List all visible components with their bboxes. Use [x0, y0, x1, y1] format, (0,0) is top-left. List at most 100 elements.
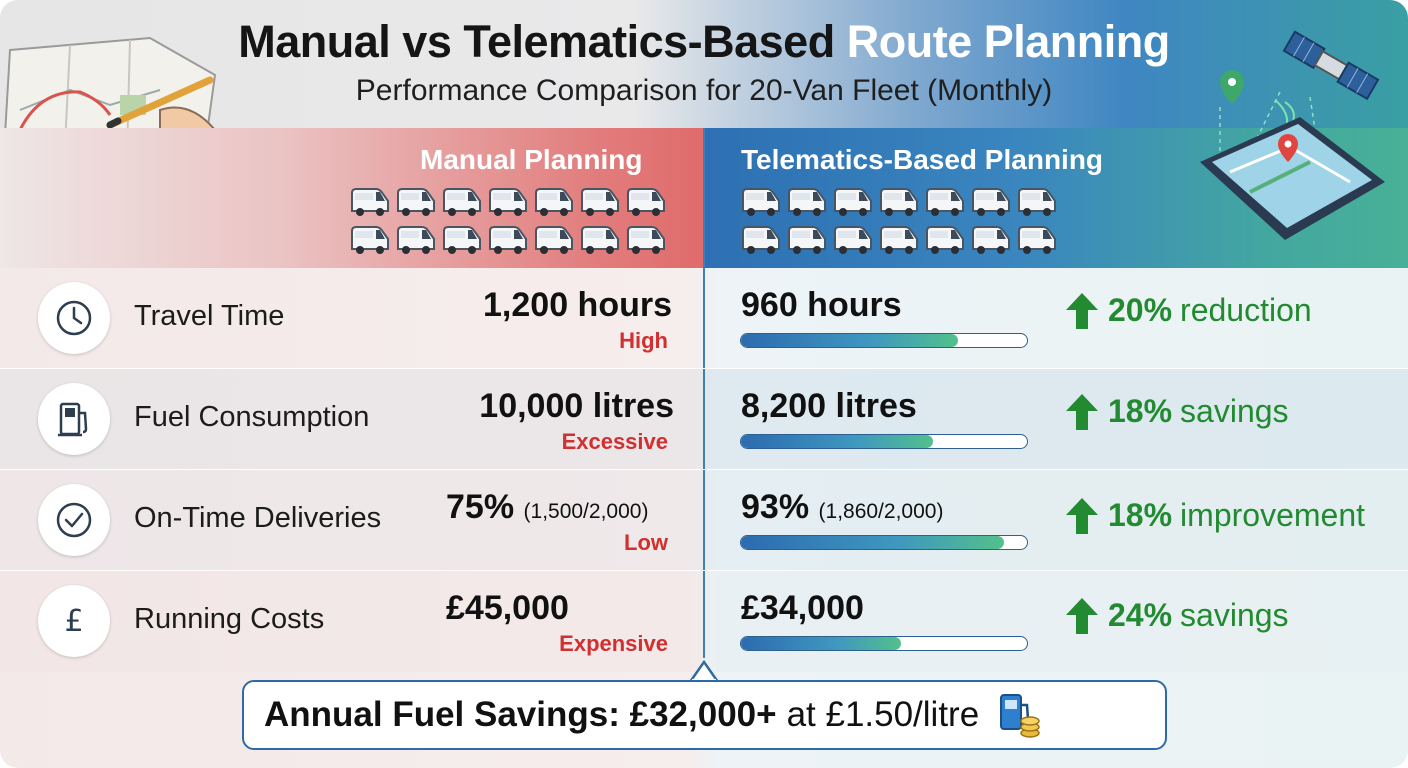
van-icon: [926, 226, 964, 254]
up-arrow-icon: [1066, 497, 1098, 534]
improvement-indicator: 20% reduction: [1066, 292, 1312, 329]
metric-label: Travel Time: [134, 300, 285, 332]
metric-row-travel-time: Travel Time 1,200 hours High 960 hours 2…: [0, 268, 1408, 369]
improvement-percent: 18%: [1108, 393, 1173, 429]
telematics-van-fleet: [740, 185, 1058, 257]
van-icon: [834, 226, 872, 254]
van-icon: [351, 188, 389, 216]
telematics-value-detail: (1,860/2,000): [818, 500, 944, 523]
van-icon: [1018, 226, 1056, 254]
van-icon: [397, 226, 435, 254]
column-divider: [703, 128, 705, 658]
manual-value-text: £45,000: [446, 589, 569, 627]
progress-fill: [741, 637, 902, 650]
page-subtitle: Performance Comparison for 20-Van Fleet …: [355, 74, 1053, 107]
van-icon: [443, 226, 481, 254]
manual-tag: Excessive: [561, 429, 668, 454]
metric-label: On-Time Deliveries: [134, 502, 382, 534]
van-icon: [489, 188, 527, 216]
telematics-value-text: 960 hours: [741, 286, 902, 324]
telematics-value-text: 8,200 litres: [741, 387, 917, 425]
annual-savings-banner: Annual Fuel Savings: £32,000+ at £1.50/l…: [242, 680, 1167, 750]
title-accent: Route Planning: [846, 16, 1171, 67]
improvement-percent: 18%: [1108, 497, 1173, 533]
manual-value-text: 75%: [446, 488, 515, 526]
van-icon: [834, 188, 872, 216]
metric-label: Fuel Consumption: [134, 401, 370, 433]
manual-tag: Low: [624, 530, 668, 555]
progress-fill: [741, 536, 1005, 549]
van-icon: [397, 188, 435, 216]
manual-tag: High: [619, 328, 668, 353]
clock-icon: [38, 282, 110, 354]
van-icon: [788, 226, 826, 254]
manual-value: 10,000 litres: [479, 387, 674, 426]
van-icon: [742, 226, 780, 254]
van-icon: [627, 226, 665, 254]
manual-value: £45,000: [446, 589, 569, 628]
title-main: Manual vs Telematics-Based: [238, 16, 835, 67]
pound-icon: £: [38, 585, 110, 657]
svg-text:£: £: [64, 604, 83, 639]
up-arrow-icon: [1066, 393, 1098, 430]
telematics-value: 93% (1,860/2,000): [741, 488, 943, 527]
telematics-value: 960 hours: [741, 286, 902, 325]
manual-van-fleet: [349, 185, 667, 257]
telematics-value-text: 93%: [741, 488, 810, 526]
telematics-value: £34,000: [741, 589, 864, 628]
banner-pointer: [690, 660, 718, 682]
van-icon: [489, 226, 527, 254]
metric-label: Running Costs: [134, 603, 325, 635]
telematics-column-title: Telematics-Based Planning: [741, 144, 1104, 175]
page-title: Manual vs Telematics-Based Route Plannin…: [0, 16, 1408, 68]
progress-fill: [741, 435, 933, 448]
telematics-progress-bar: [740, 535, 1028, 550]
van-icon: [627, 188, 665, 216]
improvement-word: improvement: [1180, 497, 1365, 533]
metric-row-fuel-consumption: Fuel Consumption 10,000 litres Excessive…: [0, 369, 1408, 470]
metric-row-running-costs: £ Running Costs £45,000 Expensive £34,00…: [0, 571, 1408, 672]
improvement-indicator: 18% savings: [1066, 393, 1289, 430]
improvement-percent: 20%: [1108, 292, 1173, 328]
telematics-progress-bar: [740, 333, 1028, 348]
up-arrow-icon: [1066, 597, 1098, 634]
van-icon: [581, 188, 619, 216]
fuel-pump-coins-icon: [1000, 694, 1040, 738]
up-arrow-icon: [1066, 292, 1098, 329]
header-band: [0, 0, 1408, 128]
check-circle-icon: [38, 484, 110, 556]
van-icon: [1018, 188, 1056, 216]
banner-strong-text: Annual Fuel Savings: £32,000+: [264, 695, 777, 734]
fuel-pump-icon: [38, 383, 110, 455]
improvement-word: reduction: [1180, 292, 1312, 328]
van-icon: [535, 188, 573, 216]
van-icon: [788, 188, 826, 216]
van-icon: [972, 188, 1010, 216]
manual-value-text: 1,200 hours: [483, 286, 672, 324]
van-icon: [880, 188, 918, 216]
van-icon: [880, 226, 918, 254]
improvement-word: savings: [1180, 393, 1289, 429]
van-icon: [926, 188, 964, 216]
manual-value: 75% (1,500/2,000): [446, 488, 648, 527]
banner-rate-text: at £1.50/litre: [786, 695, 980, 734]
van-icon: [742, 188, 780, 216]
van-icon: [351, 226, 389, 254]
van-icon: [581, 226, 619, 254]
van-icon: [535, 226, 573, 254]
improvement-indicator: 18% improvement: [1066, 497, 1365, 534]
manual-value-detail: (1,500/2,000): [523, 500, 649, 523]
van-icon: [443, 188, 481, 216]
telematics-progress-bar: [740, 636, 1028, 651]
improvement-percent: 24%: [1108, 597, 1173, 633]
van-icon: [972, 226, 1010, 254]
metric-row-on-time-deliveries: On-Time Deliveries 75% (1,500/2,000) Low…: [0, 470, 1408, 571]
telematics-value-text: £34,000: [741, 589, 864, 627]
improvement-indicator: 24% savings: [1066, 597, 1289, 634]
manual-value-text: 10,000 litres: [479, 387, 674, 425]
manual-value: 1,200 hours: [483, 286, 672, 325]
satellite-tablet-illustration: [1200, 30, 1385, 240]
manual-tag: Expensive: [559, 631, 668, 656]
improvement-word: savings: [1180, 597, 1289, 633]
